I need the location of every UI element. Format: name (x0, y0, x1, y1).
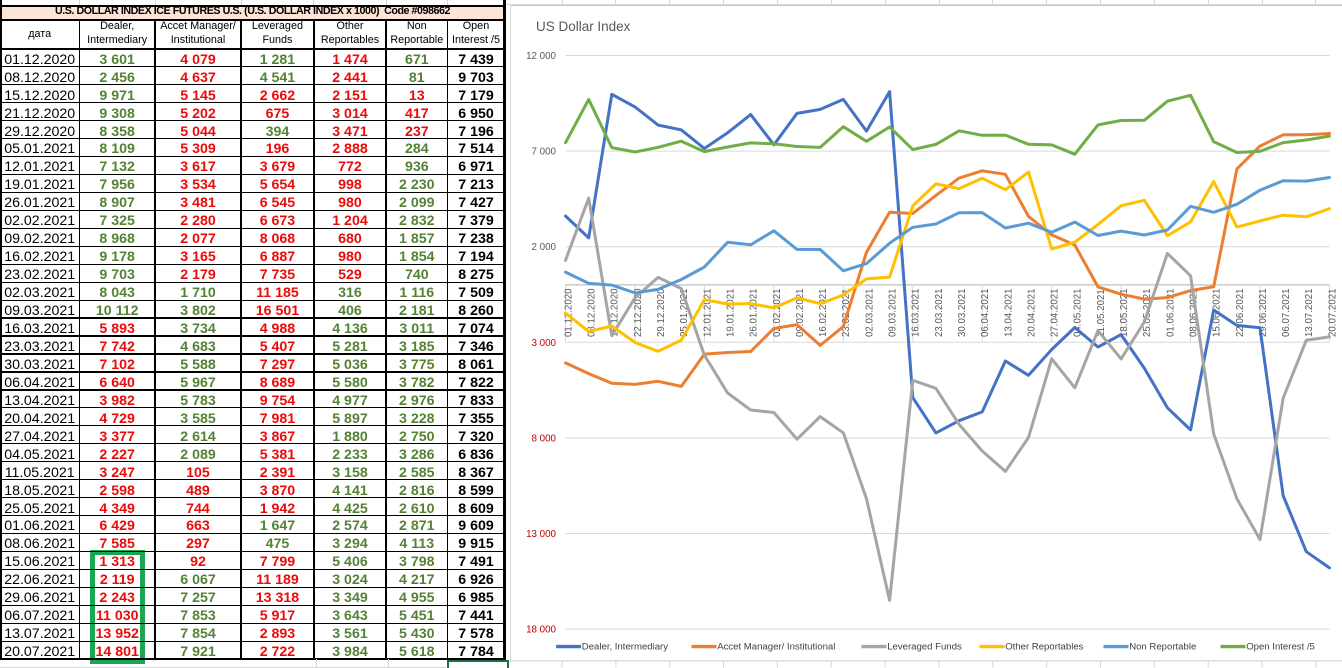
svg-text:16.03.2021: 16.03.2021 (910, 289, 921, 338)
svg-text:02.02.2021: 02.02.2021 (771, 289, 782, 338)
svg-text:20.07.2021: 20.07.2021 (1327, 289, 1338, 338)
svg-text:09.03.2021: 09.03.2021 (887, 289, 898, 338)
svg-text:01.06.2021: 01.06.2021 (1165, 289, 1176, 337)
svg-text:US Dollar Index: US Dollar Index (536, 19, 631, 34)
svg-text:Other Reportables: Other Reportables (1005, 642, 1083, 653)
svg-text:Dealer, Intermediary: Dealer, Intermediary (581, 642, 667, 653)
svg-text:Accet Manager/ Institutional: Accet Manager/ Institutional (717, 642, 835, 653)
svg-text:02.03.2021: 02.03.2021 (864, 289, 875, 338)
svg-text:18 000: 18 000 (526, 625, 556, 636)
svg-text:13 000: 13 000 (526, 529, 556, 540)
svg-text:29.12.2020: 29.12.2020 (656, 288, 667, 337)
svg-text:12.01.2021: 12.01.2021 (702, 289, 713, 338)
svg-text:Non Reportable: Non Reportable (1129, 642, 1196, 653)
svg-text:18.05.2021: 18.05.2021 (1118, 289, 1129, 338)
svg-text:7 000: 7 000 (531, 147, 556, 158)
svg-text:09.02.2021: 09.02.2021 (794, 289, 805, 338)
svg-text:06.04.2021: 06.04.2021 (980, 289, 991, 338)
svg-text:05.01.2021: 05.01.2021 (679, 289, 690, 338)
svg-text:3 000: 3 000 (531, 338, 556, 349)
svg-text:27.04.2021: 27.04.2021 (1049, 289, 1060, 338)
svg-text:16.02.2021: 16.02.2021 (818, 289, 829, 338)
svg-text:15.12.2020: 15.12.2020 (609, 288, 620, 337)
svg-text:06.07.2021: 06.07.2021 (1281, 289, 1292, 338)
svg-text:26.01.2021: 26.01.2021 (748, 289, 759, 338)
svg-text:Open Interest /5: Open Interest /5 (1246, 642, 1315, 653)
svg-text:01.12.2020: 01.12.2020 (563, 288, 574, 337)
svg-text:30.03.2021: 30.03.2021 (956, 289, 967, 338)
svg-text:23.03.2021: 23.03.2021 (933, 289, 944, 338)
svg-text:08.12.2020: 08.12.2020 (586, 288, 597, 337)
svg-text:22.12.2020: 22.12.2020 (632, 288, 643, 337)
svg-text:08.06.2021: 08.06.2021 (1188, 289, 1199, 338)
svg-text:19.01.2021: 19.01.2021 (725, 289, 736, 338)
svg-text:04.05.2021: 04.05.2021 (1072, 289, 1083, 337)
svg-text:11.05.2021: 11.05.2021 (1095, 290, 1106, 338)
svg-text:22.06.2021: 22.06.2021 (1234, 289, 1245, 337)
svg-text:Leveraged Funds: Leveraged Funds (887, 642, 962, 653)
svg-text:2 000: 2 000 (531, 243, 556, 254)
svg-text:13.07.2021: 13.07.2021 (1304, 289, 1315, 337)
svg-text:12 000: 12 000 (526, 51, 556, 62)
svg-text:8 000: 8 000 (531, 434, 556, 445)
svg-text:20.04.2021: 20.04.2021 (1026, 289, 1037, 338)
svg-text:13.04.2021: 13.04.2021 (1003, 289, 1014, 338)
svg-text:29.06.2021: 29.06.2021 (1257, 289, 1268, 338)
